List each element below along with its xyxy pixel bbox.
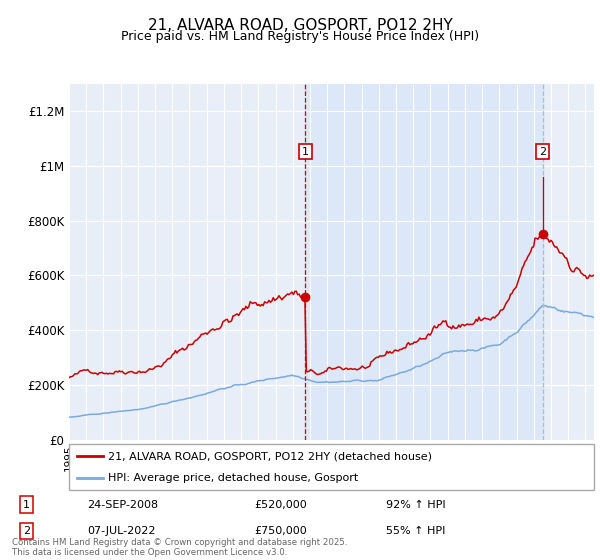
Text: Price paid vs. HM Land Registry's House Price Index (HPI): Price paid vs. HM Land Registry's House … — [121, 30, 479, 43]
Text: 1: 1 — [302, 147, 309, 157]
Text: 55% ↑ HPI: 55% ↑ HPI — [386, 526, 446, 536]
Text: £750,000: £750,000 — [254, 526, 307, 536]
Text: 1: 1 — [23, 500, 30, 510]
Text: 21, ALVARA ROAD, GOSPORT, PO12 2HY (detached house): 21, ALVARA ROAD, GOSPORT, PO12 2HY (deta… — [109, 451, 433, 461]
Text: £520,000: £520,000 — [254, 500, 307, 510]
Bar — [305, 84, 543, 440]
Text: Contains HM Land Registry data © Crown copyright and database right 2025.
This d: Contains HM Land Registry data © Crown c… — [12, 538, 347, 557]
Text: 2: 2 — [539, 147, 546, 157]
Text: 24-SEP-2008: 24-SEP-2008 — [87, 500, 158, 510]
Text: 07-JUL-2022: 07-JUL-2022 — [87, 526, 155, 536]
Text: HPI: Average price, detached house, Gosport: HPI: Average price, detached house, Gosp… — [109, 473, 359, 483]
Text: 92% ↑ HPI: 92% ↑ HPI — [386, 500, 446, 510]
Text: 2: 2 — [23, 526, 30, 536]
FancyBboxPatch shape — [69, 444, 594, 490]
Text: 21, ALVARA ROAD, GOSPORT, PO12 2HY: 21, ALVARA ROAD, GOSPORT, PO12 2HY — [148, 18, 452, 33]
